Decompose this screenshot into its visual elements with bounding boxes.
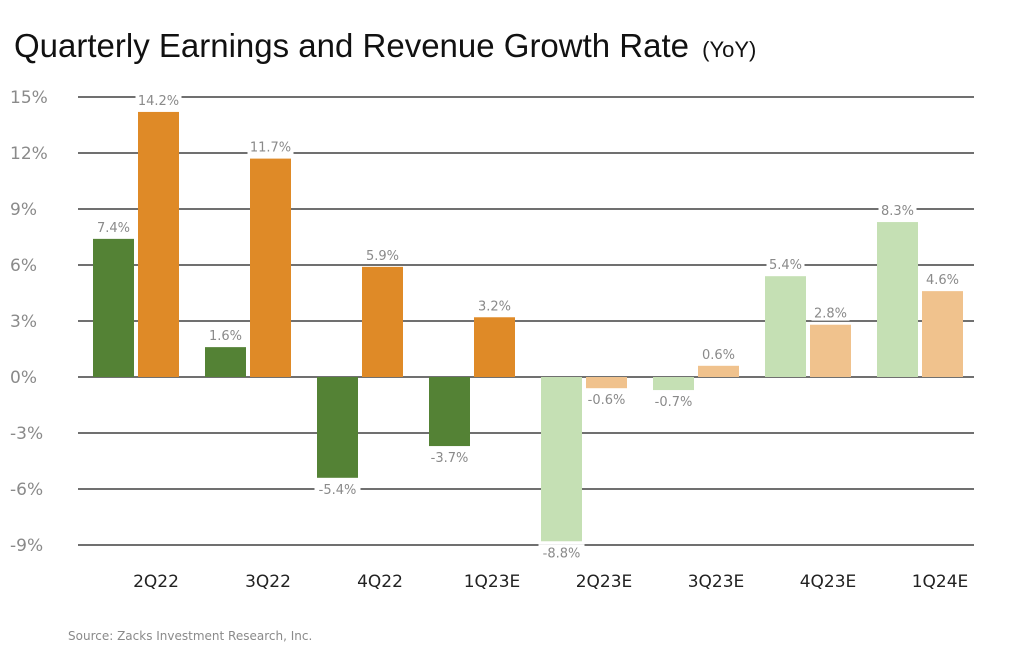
y-tick-label: -3% xyxy=(10,424,43,444)
bar-4Q23E-series-2 xyxy=(810,324,851,377)
x-tick-label: 3Q23E xyxy=(688,572,745,592)
bar-3Q23E-series-1 xyxy=(653,377,694,391)
data-label: -5.4% xyxy=(319,483,357,498)
x-tick-label: 3Q22 xyxy=(245,572,291,592)
data-labels: 7.4% 14.2% 1.6% 11.7% -5.4% 5.9% -3.7% 3.2% -8.8… xyxy=(94,91,962,561)
bar-4Q22-series-2 xyxy=(362,266,403,377)
bar-2Q23E-series-1 xyxy=(541,377,582,542)
y-tick-label: 6% xyxy=(10,256,37,276)
y-tick-label: 0% xyxy=(10,368,37,388)
y-tick-label: -6% xyxy=(10,480,43,500)
data-label-bg xyxy=(475,297,514,314)
bar-2Q22-series-2 xyxy=(138,111,179,377)
data-label-bg xyxy=(923,271,962,288)
data-label-bg xyxy=(583,391,630,408)
x-tick-label: 4Q22 xyxy=(357,572,403,592)
data-label-bg xyxy=(206,327,245,344)
y-tick-label: 3% xyxy=(10,312,37,332)
bar-2Q22-series-1 xyxy=(93,238,134,377)
data-label-bg xyxy=(247,138,294,155)
data-label: -0.7% xyxy=(655,395,693,410)
bar-3Q22-series-1 xyxy=(205,347,246,377)
y-tick-label: 15% xyxy=(10,88,48,108)
data-label-bg xyxy=(699,345,738,362)
y-axis: 15% 12% 9% 6% 3% 0% -3% -6% -9% xyxy=(10,88,48,556)
data-label: 14.2% xyxy=(138,94,179,109)
data-label-bg xyxy=(314,480,361,497)
data-label-bg xyxy=(538,544,585,561)
data-label: 11.7% xyxy=(250,141,291,156)
data-label: -8.8% xyxy=(543,546,581,561)
bar-3Q23E-series-2 xyxy=(698,365,739,377)
bar-4Q23E-series-1 xyxy=(765,276,806,377)
chart-title-group: Quarterly Earnings and Revenue Growth Ra… xyxy=(14,27,756,64)
data-label: 5.4% xyxy=(769,258,802,273)
y-tick-label: -9% xyxy=(10,536,43,556)
x-tick-label: 1Q24E xyxy=(912,572,969,592)
data-label: 0.6% xyxy=(702,348,735,363)
data-label-bg xyxy=(363,246,402,263)
y-tick-label: 9% xyxy=(10,200,37,220)
x-tick-label: 2Q22 xyxy=(133,572,179,592)
x-tick-label: 1Q23E xyxy=(464,572,521,592)
bar-1Q24E-series-2 xyxy=(922,291,963,377)
y-tick-label: 12% xyxy=(10,144,48,164)
bar-1Q23E-series-2 xyxy=(474,317,515,377)
data-label: 4.6% xyxy=(926,273,959,288)
data-label: 3.2% xyxy=(478,299,511,314)
data-label-bg xyxy=(811,304,850,321)
data-label: 1.6% xyxy=(209,329,242,344)
data-label-bg xyxy=(94,218,133,235)
x-axis: 2Q22 3Q22 4Q22 1Q23E 2Q23E 3Q23E 4Q23E 1Q24E xyxy=(133,572,968,592)
x-tick-label: 2Q23E xyxy=(576,572,633,592)
data-label: 8.3% xyxy=(881,204,914,219)
data-label-bg xyxy=(135,91,182,108)
source-note: Source: Zacks Investment Research, Inc. xyxy=(68,629,312,643)
x-tick-label: 4Q23E xyxy=(800,572,857,592)
chart-subtitle: (YoY) xyxy=(702,37,756,62)
data-label-bg xyxy=(426,449,473,466)
bar-2Q23E-series-2 xyxy=(586,377,627,389)
data-label: -0.6% xyxy=(588,393,626,408)
data-label: 2.8% xyxy=(814,307,847,322)
data-label-bg xyxy=(650,393,697,410)
bar-3Q22-series-2 xyxy=(250,158,291,377)
bar-1Q23E-series-1 xyxy=(429,377,470,447)
chart-title: Quarterly Earnings and Revenue Growth Ra… xyxy=(14,27,689,64)
data-label-bg xyxy=(766,256,805,273)
data-label: -3.7% xyxy=(431,451,469,466)
bar-4Q22-series-1 xyxy=(317,377,358,478)
data-label-bg xyxy=(878,202,917,219)
data-label: 5.9% xyxy=(366,249,399,264)
bar-1Q24E-series-1 xyxy=(877,222,918,377)
bars xyxy=(93,111,963,542)
data-label: 7.4% xyxy=(97,221,130,236)
